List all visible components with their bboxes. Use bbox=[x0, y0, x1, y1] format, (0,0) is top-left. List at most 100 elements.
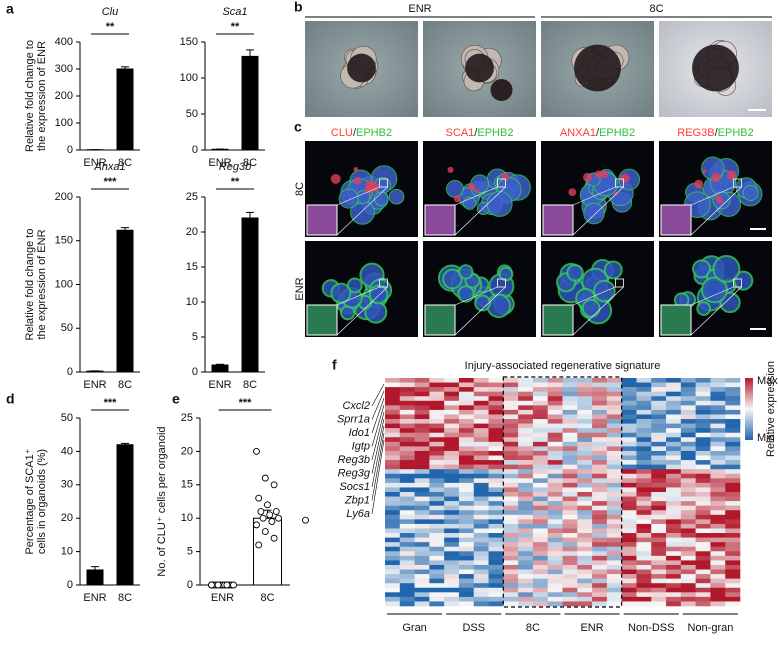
heatmap-cell bbox=[547, 428, 563, 434]
heatmap-cell bbox=[592, 514, 608, 520]
heatmap-cell bbox=[592, 460, 608, 465]
heatmap-cell bbox=[725, 450, 741, 456]
y-tick-label: 0 bbox=[67, 144, 73, 156]
group-label: 8C bbox=[526, 622, 540, 634]
heatmap-cell bbox=[518, 501, 534, 506]
heatmap-cell bbox=[636, 551, 652, 557]
heatmap-cell bbox=[606, 455, 622, 461]
heatmap-cell bbox=[385, 564, 401, 570]
heatmap-cell bbox=[444, 409, 460, 415]
x-tick-label: 8C bbox=[118, 379, 132, 391]
data-point bbox=[266, 511, 274, 519]
heatmap-cell bbox=[577, 419, 593, 424]
heatmap-cell bbox=[666, 492, 682, 497]
heatmap-cell bbox=[458, 437, 475, 443]
heatmap-cell bbox=[695, 555, 711, 561]
data-point bbox=[255, 541, 263, 549]
heatmap-cell bbox=[473, 446, 489, 452]
heatmap-cell bbox=[606, 592, 622, 598]
heatmap-cell bbox=[606, 387, 622, 392]
heatmap-cell bbox=[503, 587, 519, 593]
organoid-crypt bbox=[373, 191, 389, 207]
heatmap-cell bbox=[429, 428, 445, 434]
heatmap-cell bbox=[414, 523, 430, 529]
heatmap-cell bbox=[725, 501, 741, 506]
heatmap-cell bbox=[725, 428, 741, 434]
heatmap-cell bbox=[518, 405, 534, 411]
heatmap-cell bbox=[547, 583, 563, 589]
heatmap-cell bbox=[710, 601, 726, 607]
heatmap-cell bbox=[444, 501, 460, 506]
heatmap-cell bbox=[680, 396, 696, 402]
heatmap-cell bbox=[621, 414, 637, 420]
heatmap-cell bbox=[695, 464, 711, 470]
heatmap-cell bbox=[458, 432, 475, 438]
heatmap-cell bbox=[725, 596, 741, 602]
heatmap-cell bbox=[444, 578, 460, 584]
heatmap-cell bbox=[666, 542, 682, 548]
heatmap-cell bbox=[710, 409, 726, 415]
heatmap-cell bbox=[606, 396, 622, 402]
heatmap-cell bbox=[562, 428, 578, 434]
heatmap-cell bbox=[532, 423, 549, 429]
heatmap-cell bbox=[636, 469, 652, 475]
data-point bbox=[264, 501, 271, 509]
heatmap-cell bbox=[710, 546, 726, 552]
heatmap-cell bbox=[518, 414, 534, 420]
heatmap-cell bbox=[680, 405, 696, 411]
heatmap-cell bbox=[547, 432, 563, 438]
heatmap-cell bbox=[385, 469, 401, 475]
heatmap-cell bbox=[385, 409, 401, 415]
heatmap-cell bbox=[680, 555, 696, 561]
organoid-crypt bbox=[388, 188, 405, 205]
heatmap-cell bbox=[488, 487, 504, 493]
heatmap-cell bbox=[710, 555, 726, 561]
group-label: DSS bbox=[462, 622, 485, 634]
panel-label: c bbox=[294, 119, 302, 135]
heatmap-cell bbox=[458, 487, 475, 493]
heatmap-cell bbox=[518, 437, 534, 443]
heatmap-cell bbox=[621, 437, 637, 443]
heatmap-cell bbox=[414, 409, 430, 415]
heatmap-cell bbox=[488, 482, 504, 488]
stain-title: SCA1/EPHB2 bbox=[446, 127, 514, 139]
y-tick-label: 100 bbox=[55, 278, 73, 290]
x-tick-label: 8C bbox=[118, 592, 132, 604]
heatmap-cell bbox=[385, 482, 401, 488]
heatmap-cell bbox=[680, 487, 696, 493]
heatmap-cell bbox=[488, 546, 504, 552]
y-axis-label: cells in organoids (%) bbox=[36, 449, 48, 554]
heatmap-cell bbox=[651, 460, 667, 465]
heatmap-cell bbox=[577, 578, 593, 584]
heatmap-cell bbox=[666, 487, 682, 493]
heatmap-cell bbox=[695, 432, 711, 438]
heatmap-cell bbox=[695, 414, 711, 420]
data-point bbox=[259, 514, 267, 522]
y-axis-label: Percentage of SCA1⁺ bbox=[24, 448, 36, 554]
heatmap-cell bbox=[680, 528, 696, 534]
heatmap-cell bbox=[518, 382, 534, 388]
heatmap-cell bbox=[547, 446, 563, 452]
heatmap-cell bbox=[488, 510, 504, 516]
heatmap-cell bbox=[592, 533, 608, 538]
heatmap-cell bbox=[458, 537, 475, 543]
heatmap-cell bbox=[577, 391, 593, 397]
heatmap-cell bbox=[488, 400, 504, 406]
heatmap-cell bbox=[636, 405, 652, 411]
marker-signal bbox=[594, 170, 603, 178]
heatmap-cell bbox=[532, 505, 549, 511]
inset-source bbox=[497, 178, 506, 188]
heatmap-cell bbox=[592, 596, 608, 602]
organoid-core bbox=[490, 79, 513, 101]
y-tick-label: 0 bbox=[67, 579, 73, 591]
heatmap-cell bbox=[547, 496, 563, 502]
heatmap-cell bbox=[592, 574, 608, 579]
marker-signal bbox=[711, 172, 721, 183]
heatmap-cell bbox=[680, 387, 696, 392]
heatmap-cell bbox=[606, 514, 622, 520]
y-tick-label: 10 bbox=[61, 546, 73, 558]
heatmap-cell bbox=[725, 405, 741, 411]
x-tick-label: ENR bbox=[208, 379, 231, 391]
heatmap-cell bbox=[399, 396, 415, 402]
heatmap-cell bbox=[680, 578, 696, 584]
